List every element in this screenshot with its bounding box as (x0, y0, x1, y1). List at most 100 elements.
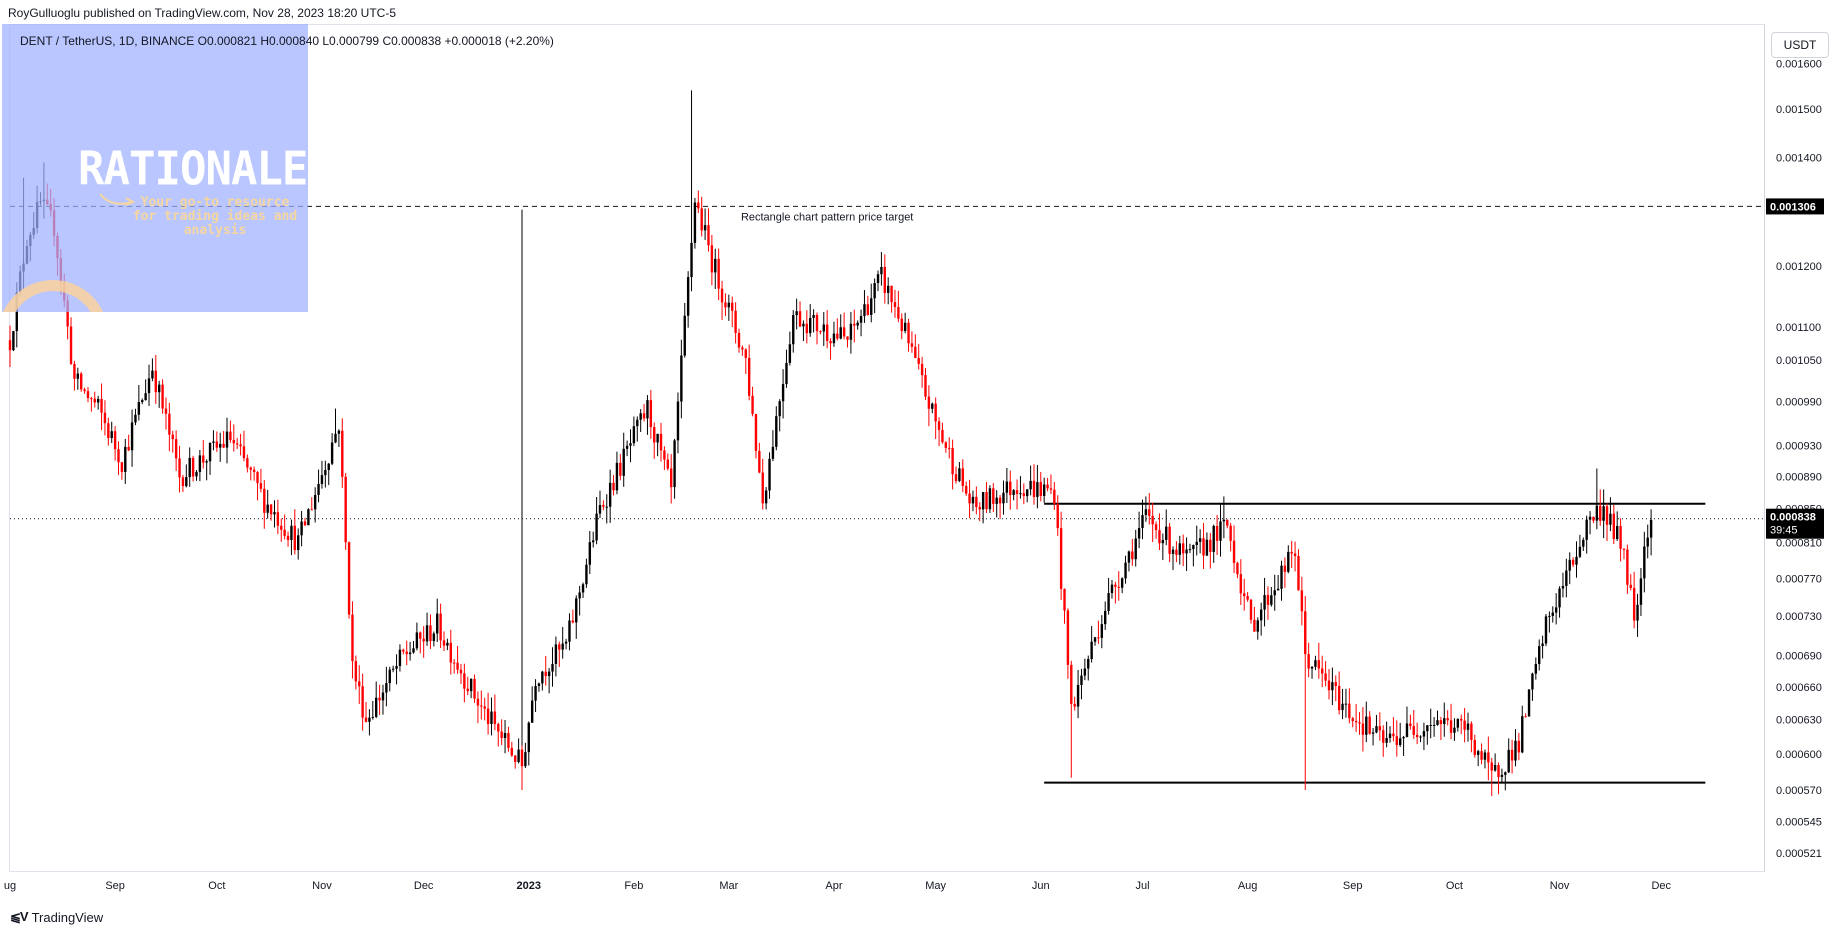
candle-body (985, 492, 988, 510)
candle (1524, 713, 1527, 718)
candle (486, 692, 490, 735)
candle-body (961, 468, 964, 486)
candle-body (480, 705, 483, 707)
candle (297, 528, 300, 560)
candle-body (1382, 730, 1385, 743)
candle-body (1276, 588, 1280, 591)
candle (1076, 670, 1080, 719)
candle-body (890, 285, 893, 303)
candle-body (486, 708, 490, 724)
candle-body (1124, 562, 1127, 579)
candle-body (720, 288, 724, 303)
candle (1307, 642, 1310, 678)
candle-body (663, 450, 666, 460)
candle (656, 433, 659, 457)
candle (1453, 718, 1456, 741)
candle-body (1490, 762, 1493, 771)
candle-body (168, 413, 171, 435)
candle (1636, 593, 1639, 637)
candle-body (1558, 588, 1561, 608)
candle-body (551, 663, 554, 672)
candle (1283, 557, 1287, 588)
candle (856, 320, 859, 330)
candle (1259, 602, 1263, 636)
candle (1578, 534, 1582, 559)
candle-body (263, 488, 266, 513)
tradingview-logo[interactable]: ⫹V TradingView (10, 909, 103, 925)
candle-body (1480, 751, 1483, 760)
candle-body (958, 468, 961, 482)
x-tick-label: Feb (624, 880, 643, 892)
candle (273, 500, 276, 528)
tradingview-logo-text: TradingView (31, 909, 104, 925)
candle (442, 631, 446, 652)
candle-body (1565, 570, 1568, 587)
candle (1134, 529, 1137, 567)
candle-body (954, 474, 958, 482)
candle-body (1253, 619, 1256, 632)
candle-body (880, 266, 883, 275)
candle-body (473, 678, 476, 699)
candle-body (866, 304, 870, 315)
candle (551, 647, 554, 687)
candle-body (693, 202, 697, 243)
candle (954, 466, 958, 484)
candle (1412, 709, 1415, 739)
candle-body (1195, 541, 1198, 545)
candle-body (446, 642, 449, 646)
candle (1504, 771, 1507, 791)
candle-body (273, 512, 276, 515)
symbol-legend[interactable]: DENT / TetherUS, 1D, BINANCE O0.000821 H… (20, 34, 554, 48)
candle (805, 310, 809, 344)
candle (191, 455, 195, 482)
candle-body (1243, 593, 1246, 597)
candle (863, 290, 866, 323)
candle (1202, 522, 1205, 570)
candle-body (86, 391, 90, 399)
candle (286, 531, 290, 547)
candle (802, 320, 805, 342)
candle-body (859, 316, 863, 323)
candle (1368, 711, 1371, 735)
candle-body (476, 698, 480, 706)
candle-body (286, 535, 290, 541)
candle (208, 442, 212, 475)
candle (73, 360, 76, 391)
candle-body (870, 298, 873, 315)
candle-body (330, 442, 334, 464)
candle (324, 460, 327, 488)
candle (951, 439, 954, 490)
candle-body (1361, 723, 1365, 735)
candle (1626, 544, 1629, 594)
candle-body (876, 274, 880, 284)
candle-body (100, 398, 103, 413)
candle-body (300, 521, 303, 536)
candle-body (1504, 772, 1507, 775)
candle-body (754, 413, 758, 451)
candle-body (1012, 490, 1015, 495)
candle (758, 442, 761, 474)
x-tick-label: Aug (1238, 880, 1258, 892)
last-price-value: 0.000838 (1770, 512, 1816, 524)
candle (1483, 749, 1487, 769)
candle-body (256, 472, 259, 484)
candle (202, 440, 205, 469)
candle (1131, 539, 1134, 566)
candle (466, 676, 469, 696)
candle-body (1141, 515, 1144, 529)
candle-body (1151, 515, 1154, 525)
candle (1521, 705, 1524, 754)
candle (1066, 608, 1070, 679)
candle-body (1456, 718, 1460, 728)
candle-body (1466, 723, 1470, 730)
candle-body (734, 310, 737, 333)
candle-body (714, 258, 717, 273)
candle (473, 674, 476, 703)
candle-body (1100, 624, 1104, 638)
y-tick-label: 0.001050 (1776, 355, 1822, 367)
currency-button[interactable]: USDT (1771, 32, 1829, 58)
candle (1443, 702, 1446, 737)
candle (1470, 721, 1473, 753)
